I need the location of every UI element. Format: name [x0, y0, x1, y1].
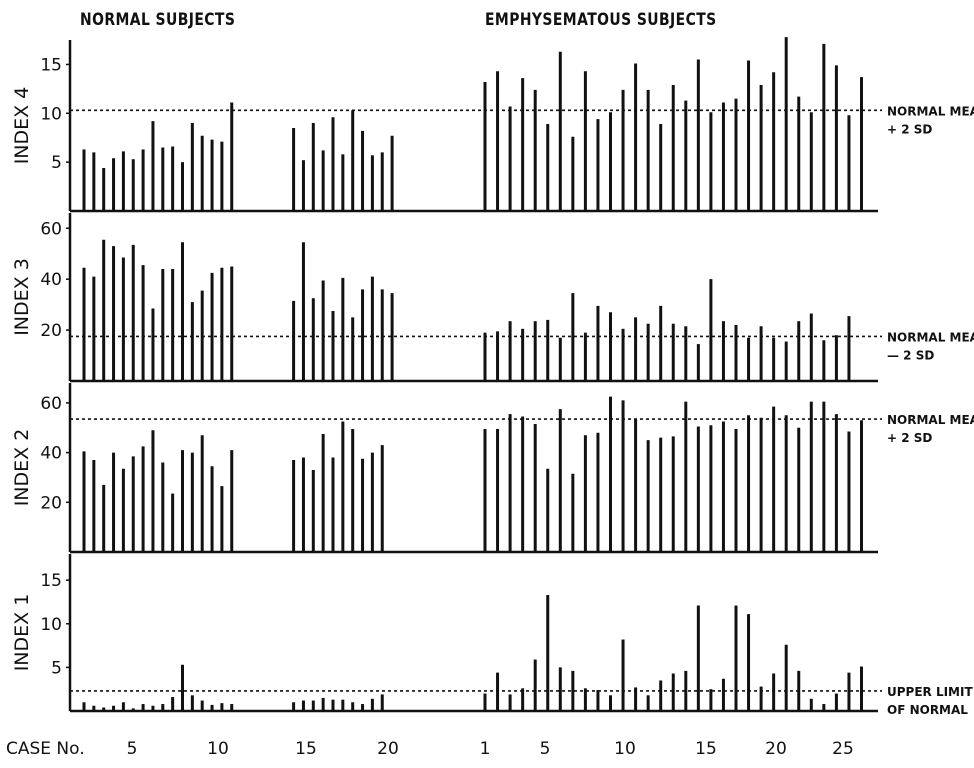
panel-3: 20 40 60 INDEX 2 NORMAL MEAN + 2 SD [11, 383, 974, 554]
y-tick-label: 40 [40, 270, 62, 290]
emphysematous-subjects-header: EMPHYSEMATOUS SUBJECTS [485, 10, 717, 30]
y-axis-label: INDEX 3 [11, 258, 33, 336]
reference-line-label: + 2 SD [887, 431, 932, 445]
case-number-label: CASE No. [6, 739, 85, 759]
case-number-tick-label: 10 [614, 739, 636, 759]
reference-line-label: NORMAL MEAN [887, 104, 974, 118]
y-tick-label: 60 [40, 219, 62, 239]
y-tick-label: 15 [40, 55, 62, 75]
reference-line-label: — 2 SD [887, 348, 934, 362]
case-number-tick-label: 25 [832, 739, 854, 759]
case-number-tick-label: 15 [695, 739, 717, 759]
case-number-axis: CASE No. 5 10 15 20 1 5 10 15 20 25 [6, 739, 854, 759]
case-number-tick-label: 20 [377, 739, 399, 759]
reference-line-label: + 2 SD [887, 122, 932, 136]
case-number-tick-label: 10 [207, 739, 229, 759]
y-tick-label: 10 [40, 104, 62, 124]
y-tick-label: 40 [40, 444, 62, 464]
y-tick-label: 60 [40, 394, 62, 414]
normal-subjects-header: NORMAL SUBJECTS [80, 10, 236, 30]
case-number-tick-label: 5 [127, 739, 138, 759]
y-axis-label: INDEX 1 [11, 594, 33, 672]
case-number-tick-label: 15 [295, 739, 317, 759]
y-tick-label: 10 [40, 615, 62, 635]
reference-line-label: OF NORMAL [887, 703, 968, 717]
case-number-tick-label: 5 [540, 739, 551, 759]
y-axis-label: INDEX 2 [11, 429, 33, 507]
y-tick-label: 15 [40, 571, 62, 591]
y-tick-label: 20 [40, 321, 62, 341]
panel-4: 5 10 15 INDEX 1 UPPER LIMIT OF NORMAL [11, 554, 973, 717]
reference-line-label: NORMAL MEAN [887, 330, 974, 344]
panel-2: 20 40 60 INDEX 3 NORMAL MEAN — 2 SD [11, 213, 974, 383]
case-number-tick-label: 1 [480, 739, 491, 759]
reference-line-label: NORMAL MEAN [887, 413, 974, 427]
y-axis-label: INDEX 4 [11, 87, 33, 165]
y-tick-label: 20 [40, 493, 62, 513]
y-tick-label: 5 [51, 153, 62, 173]
reference-line-label: UPPER LIMIT [887, 685, 973, 699]
y-tick-label: 5 [51, 658, 62, 678]
panels-group: 5 10 15 INDEX 4 NORMAL MEAN + 2 SD 20 40 60 INDEX… [11, 37, 974, 717]
case-number-tick-label: 20 [765, 739, 787, 759]
panel-1: 5 10 15 INDEX 4 NORMAL MEAN + 2 SD [11, 37, 974, 213]
